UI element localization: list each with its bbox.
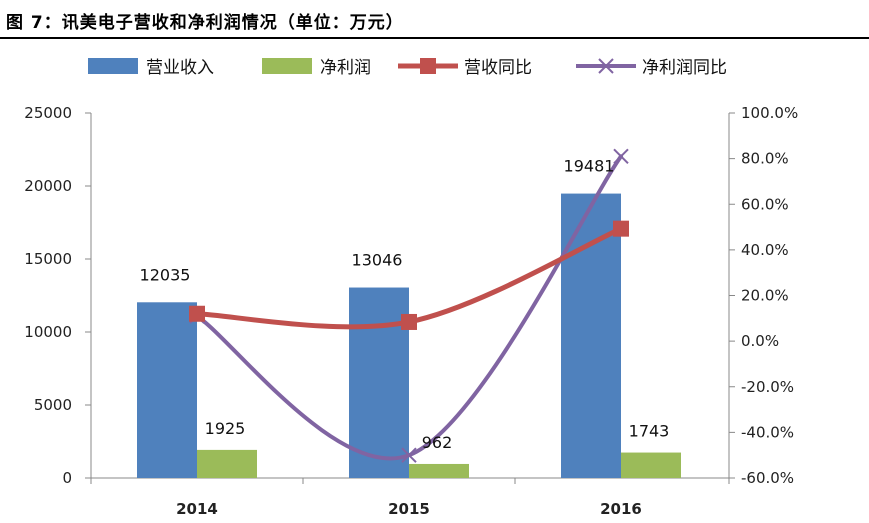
legend-revenue-yoy-label: 营收同比 (464, 58, 532, 78)
legend-revenue-yoy-marker (420, 58, 436, 74)
left-tick-label: 5000 (34, 396, 72, 414)
revenue-bar (349, 287, 409, 478)
legend-net-profit-yoy-label: 净利润同比 (642, 58, 727, 78)
left-tick-label: 15000 (24, 250, 72, 268)
legend-net-profit-swatch (262, 58, 312, 74)
revenue-data-label: 13046 (352, 251, 403, 270)
net-profit-data-label: 962 (422, 433, 453, 452)
right-tick-label: 0.0% (741, 332, 779, 350)
net-profit-yoy-marker (613, 148, 629, 165)
net-profit-data-label: 1743 (629, 422, 670, 441)
net-profit-bar (621, 452, 681, 478)
net-profit-data-label: 1925 (205, 419, 246, 438)
revenue-data-label: 12035 (140, 265, 191, 284)
left-tick-label: 20000 (24, 177, 72, 195)
right-tick-label: 100.0% (741, 104, 798, 122)
left-tick-label: 25000 (24, 104, 72, 122)
revenue-data-label: 19481 (564, 157, 615, 176)
right-tick-label: 40.0% (741, 241, 789, 259)
legend-net-profit-label: 净利润 (320, 58, 371, 78)
x-tick-label: 2016 (600, 500, 642, 518)
right-tick-label: -60.0% (741, 469, 794, 487)
left-tick-label: 10000 (24, 323, 72, 341)
right-tick-label: 20.0% (741, 287, 789, 305)
revenue-yoy-marker (189, 305, 205, 322)
left-tick-label: 0 (62, 469, 72, 487)
right-tick-label: 80.0% (741, 150, 789, 168)
net-profit-bar (409, 463, 469, 478)
net-profit-bar (197, 449, 257, 478)
revenue-yoy-marker (401, 313, 417, 330)
right-tick-label: 60.0% (741, 195, 789, 213)
legend-revenue-swatch (88, 58, 138, 74)
title-divider (0, 37, 869, 39)
x-tick-label: 2014 (176, 500, 218, 518)
revenue-bar (561, 193, 621, 478)
figure-title: 图 7：讯美电子营收和净利润情况（单位：万元） (6, 13, 404, 33)
right-tick-label: -40.0% (741, 423, 794, 441)
x-tick-label: 2015 (388, 500, 430, 518)
legend-revenue-label: 营业收入 (146, 58, 214, 78)
legend-net-profit-yoy-marker (598, 58, 614, 74)
revenue-bar (137, 302, 197, 478)
revenue-yoy-marker (613, 220, 629, 237)
net-profit-yoy-marker (401, 447, 417, 463)
right-tick-label: -20.0% (741, 378, 794, 396)
